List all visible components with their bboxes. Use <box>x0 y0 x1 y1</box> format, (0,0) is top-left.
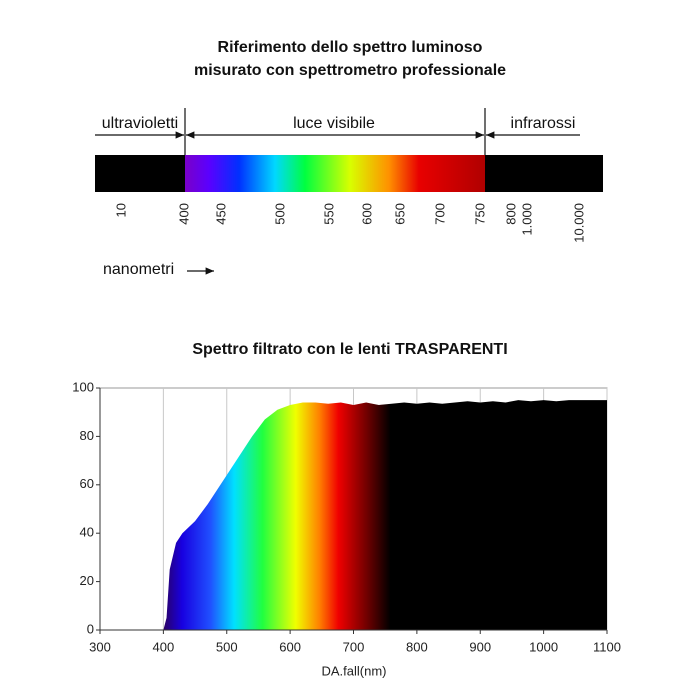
chart-title: Spettro filtrato con le lenti TRASPARENT… <box>192 341 507 358</box>
ref-tick-label: 750 <box>472 203 487 225</box>
y-tick-label: 20 <box>80 573 94 588</box>
y-tick-label: 80 <box>80 428 94 443</box>
y-tick-label: 40 <box>80 525 94 540</box>
ref-tick-label: 700 <box>432 203 447 225</box>
ref-tick-label: 400 <box>176 203 191 225</box>
unit-label: nanometri <box>103 261 174 278</box>
x-tick-label: 400 <box>153 639 175 654</box>
x-axis-label: DA.fall(nm) <box>321 663 386 678</box>
ref-tick-label: 800 <box>503 203 518 225</box>
ref-tick-label: 550 <box>321 203 336 225</box>
x-tick-label: 600 <box>279 639 301 654</box>
visible-band <box>185 155 485 192</box>
ref-tick-label: 650 <box>392 203 407 225</box>
ref-tick-label: 10.000 <box>571 203 586 243</box>
chart: 300 400 500 600 700 800 900 1000 1100 0 20 40 60 80 10… <box>72 379 621 654</box>
spectrum-area <box>163 400 607 630</box>
ref-tick-label: 500 <box>272 203 287 225</box>
ref-tick-label: 10 <box>113 203 128 217</box>
ref-tick-label: 1.000 <box>519 203 534 236</box>
y-tick-label: 0 <box>87 621 94 636</box>
ref-tick-label: 450 <box>213 203 228 225</box>
x-tick-label: 900 <box>469 639 491 654</box>
x-tick-label: 1000 <box>529 639 558 654</box>
region-label: infrarossi <box>511 115 576 132</box>
ref-tick-label: 600 <box>359 203 374 225</box>
x-tick-label: 300 <box>89 639 111 654</box>
ref-title: misurato con spettrometro professionale <box>194 62 506 79</box>
x-tick-label: 800 <box>406 639 428 654</box>
region-label: luce visibile <box>293 115 375 132</box>
x-tick-label: 700 <box>343 639 365 654</box>
x-tick-label: 500 <box>216 639 238 654</box>
region-label: ultravioletti <box>102 115 178 132</box>
ref-title: Riferimento dello spettro luminoso <box>218 39 483 56</box>
x-tick-label: 1100 <box>593 639 621 654</box>
region-arrows <box>95 108 580 275</box>
y-tick-label: 60 <box>80 476 94 491</box>
y-tick-label: 100 <box>72 379 94 394</box>
